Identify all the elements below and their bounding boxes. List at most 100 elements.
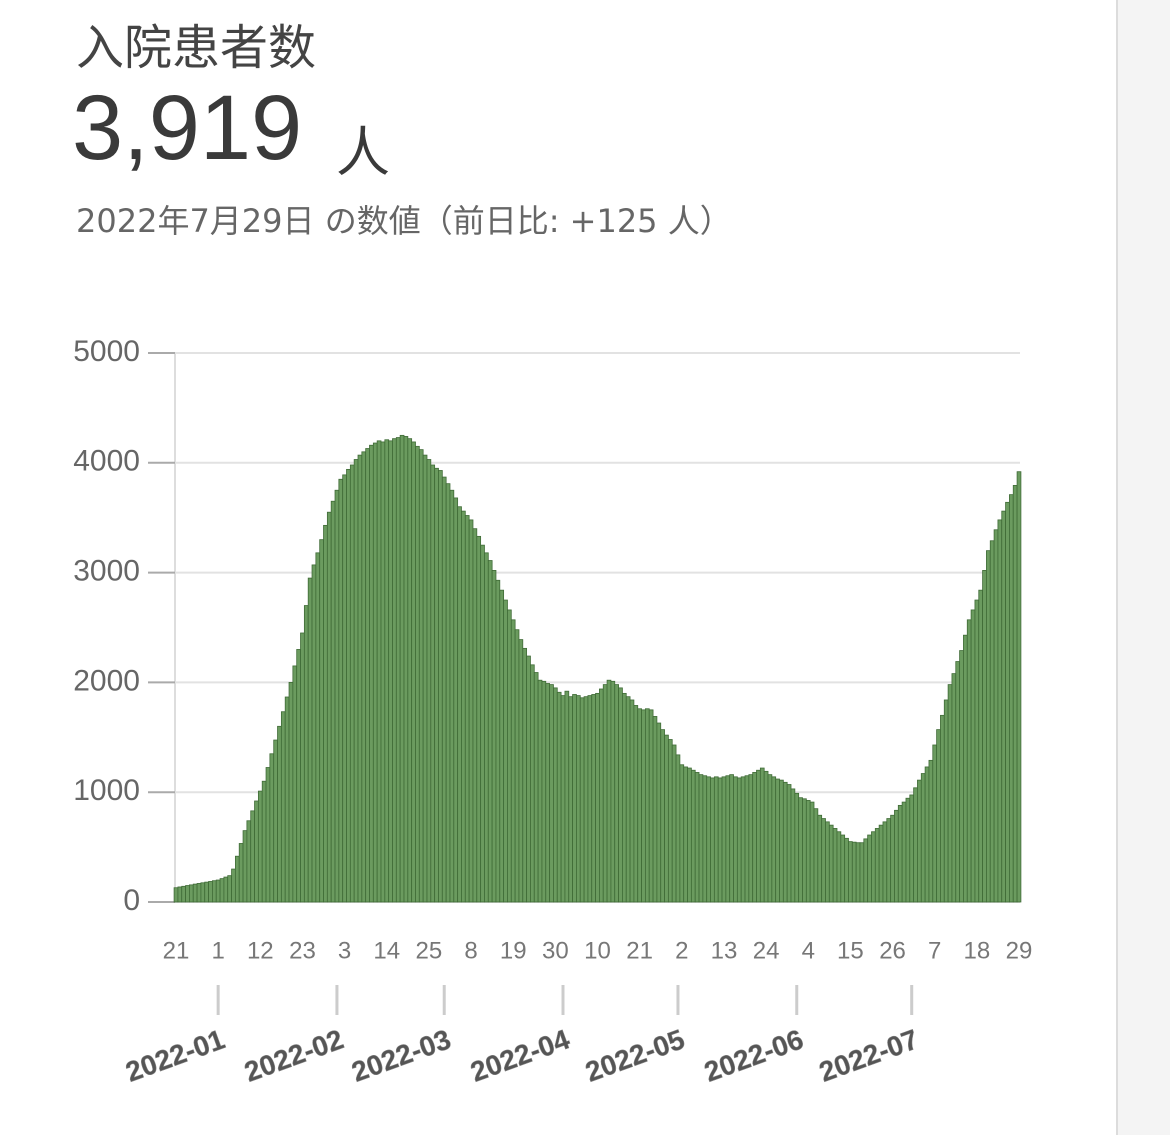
bar [920, 773, 926, 903]
bar [725, 775, 731, 903]
subtitle: 2022年7月29日 の数値（前日比: +125 人） [76, 202, 732, 240]
bar [748, 774, 754, 903]
bar [185, 885, 190, 903]
y-tick-label: 2000 [73, 664, 140, 697]
bar [254, 800, 259, 903]
bar [863, 838, 869, 903]
bar [717, 777, 723, 903]
bar [365, 448, 370, 903]
bar [759, 767, 765, 903]
bar [805, 800, 811, 903]
bar [591, 694, 596, 903]
y-tick-label: 1000 [73, 774, 140, 807]
bar [599, 688, 604, 903]
bar [851, 841, 857, 903]
bar [614, 684, 619, 903]
bar [848, 841, 853, 903]
bar [989, 540, 995, 903]
bar [553, 687, 558, 903]
bar [518, 639, 524, 903]
bar [970, 609, 976, 903]
bar [943, 699, 949, 903]
bar [491, 570, 497, 903]
bar [568, 696, 573, 903]
bar [675, 754, 681, 903]
bar [177, 886, 183, 903]
month-label: 2022-04 [466, 1023, 574, 1087]
bar [384, 439, 390, 903]
bar [886, 818, 892, 903]
bar [353, 459, 359, 903]
bar [510, 619, 516, 903]
bar [790, 788, 796, 903]
bar [817, 814, 823, 903]
bar [840, 834, 846, 903]
bar [430, 464, 436, 903]
bar [223, 876, 229, 903]
bar [212, 880, 217, 903]
bar [664, 734, 669, 903]
bar [644, 708, 650, 903]
bar [618, 687, 623, 903]
bar [533, 672, 539, 903]
bar [959, 650, 964, 903]
bar [940, 714, 945, 903]
bar [752, 772, 757, 903]
bar [173, 887, 179, 903]
bar [296, 649, 301, 903]
bar [1016, 471, 1022, 903]
x-tick-label: 25 [416, 937, 443, 964]
bar [361, 451, 367, 903]
bar [1001, 510, 1006, 903]
y-tick-label: 0 [123, 884, 140, 917]
bar [871, 831, 876, 903]
month-label: 2022-01 [122, 1023, 229, 1087]
y-tick-label: 4000 [73, 445, 140, 478]
bar [859, 842, 865, 903]
month-label: 2022-06 [700, 1023, 807, 1087]
bar [196, 883, 202, 903]
bar [415, 445, 420, 903]
bar [300, 632, 305, 903]
bar [556, 691, 562, 903]
bar [537, 679, 543, 903]
x-tick-label: 7 [928, 937, 941, 964]
bar [449, 489, 455, 903]
bar [786, 784, 792, 903]
x-tick-label: 3 [338, 937, 351, 964]
bar [625, 696, 631, 903]
bar [986, 550, 991, 903]
bar [740, 776, 746, 903]
bar [855, 842, 861, 903]
x-tick-label: 4 [802, 937, 815, 964]
bar [376, 440, 382, 903]
bar [982, 570, 987, 903]
bar [905, 797, 911, 903]
bar [292, 665, 298, 903]
bar [219, 878, 225, 903]
bar [683, 766, 688, 903]
bar [687, 767, 692, 903]
bar [1009, 494, 1014, 903]
bar [997, 519, 1003, 903]
bar [257, 790, 263, 903]
bar [867, 834, 872, 903]
bar [487, 560, 493, 903]
bar [472, 528, 478, 903]
bar [307, 577, 313, 903]
x-tick-label: 24 [753, 937, 780, 964]
bar [330, 500, 336, 903]
bar [679, 764, 685, 903]
bar [338, 478, 344, 903]
month-label: 2022-03 [348, 1023, 455, 1087]
bar [526, 655, 531, 903]
bar [951, 673, 957, 903]
bar [698, 774, 704, 903]
bar [388, 440, 393, 903]
bar [499, 589, 505, 903]
bar [468, 519, 474, 903]
bar [1005, 501, 1010, 903]
bar [595, 692, 600, 903]
bar [821, 818, 826, 903]
bar [269, 753, 275, 903]
